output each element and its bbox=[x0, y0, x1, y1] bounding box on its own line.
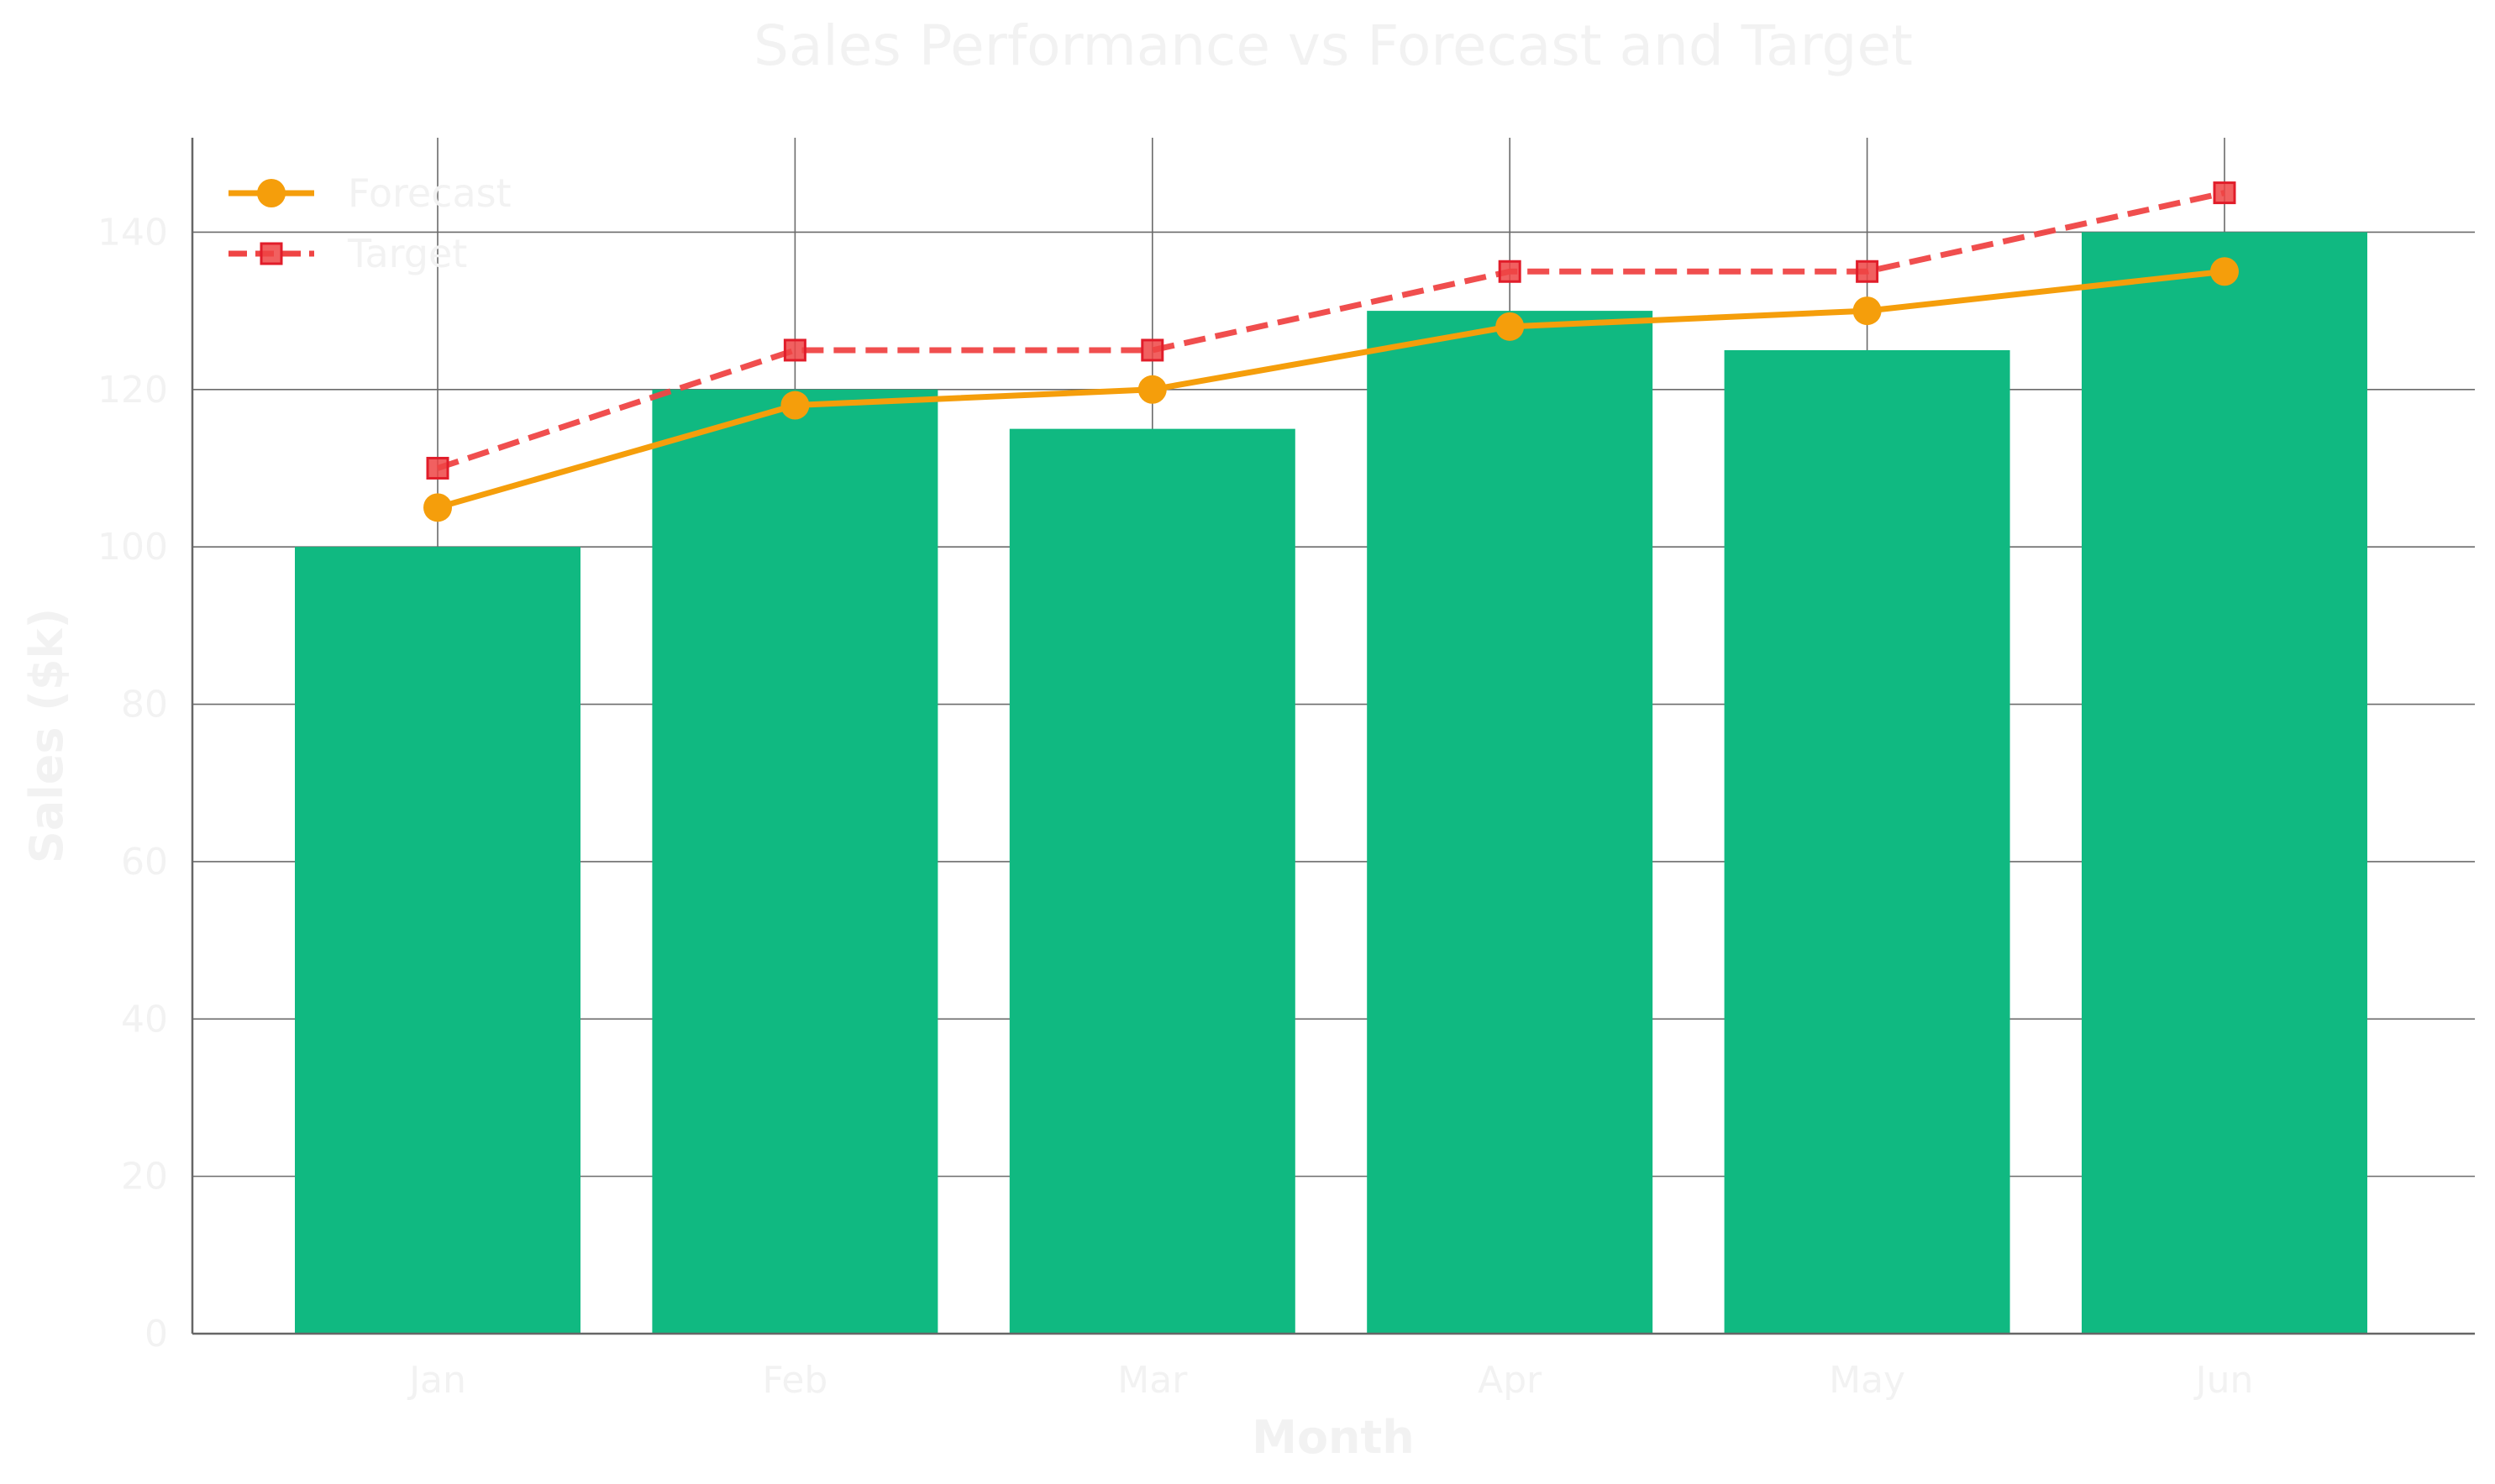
target-point-mar bbox=[1141, 338, 1164, 362]
x-tick-label: Feb bbox=[762, 1359, 827, 1402]
chart-title: Sales Performance vs Forecast and Target bbox=[754, 13, 1913, 78]
legend-target-marker bbox=[260, 242, 283, 265]
target-point-may bbox=[1856, 260, 1879, 283]
y-tick-label: 0 bbox=[144, 1313, 168, 1356]
x-axis-label: Month bbox=[1252, 1411, 1415, 1464]
forecast-point-feb bbox=[780, 391, 810, 420]
forecast-point-jun bbox=[2210, 257, 2239, 286]
bar-feb bbox=[652, 389, 938, 1335]
forecast-point-jan bbox=[423, 493, 452, 522]
bar-jun bbox=[2082, 232, 2367, 1335]
y-tick-label: 60 bbox=[121, 841, 168, 884]
legend-forecast-marker bbox=[257, 179, 286, 207]
y-tick-label: 140 bbox=[97, 211, 168, 254]
forecast-point-may bbox=[1852, 296, 1882, 326]
legend-forecast-label: Forecast bbox=[348, 170, 512, 216]
legend-target-label: Target bbox=[347, 231, 467, 276]
x-tick-label: May bbox=[1829, 1359, 1905, 1402]
x-tick-label: Jun bbox=[2193, 1359, 2254, 1402]
y-axis-label: Sales ($k) bbox=[20, 608, 73, 863]
forecast-point-mar bbox=[1137, 375, 1167, 404]
y-tick-label: 40 bbox=[121, 998, 168, 1041]
y-tick-label: 120 bbox=[97, 369, 168, 412]
forecast-point-apr bbox=[1495, 312, 1525, 341]
x-tick-label: Mar bbox=[1117, 1359, 1188, 1402]
forecast-line bbox=[437, 268, 2225, 511]
target-point-feb bbox=[783, 338, 806, 362]
x-tick-label: Apr bbox=[1478, 1359, 1542, 1402]
y-tick-label: 100 bbox=[97, 526, 168, 569]
bar-mar bbox=[1009, 428, 1295, 1334]
target-point-jun bbox=[2213, 181, 2236, 205]
y-tick-label: 20 bbox=[121, 1156, 168, 1198]
target-point-jan bbox=[426, 456, 449, 480]
y-tick-label: 80 bbox=[121, 684, 168, 726]
x-tick-label: Jan bbox=[407, 1359, 466, 1402]
bar-jan bbox=[295, 547, 580, 1334]
target-line bbox=[436, 190, 2225, 471]
target-point-apr bbox=[1498, 260, 1521, 283]
bar-may bbox=[1724, 349, 2010, 1334]
bar-apr bbox=[1367, 311, 1653, 1335]
